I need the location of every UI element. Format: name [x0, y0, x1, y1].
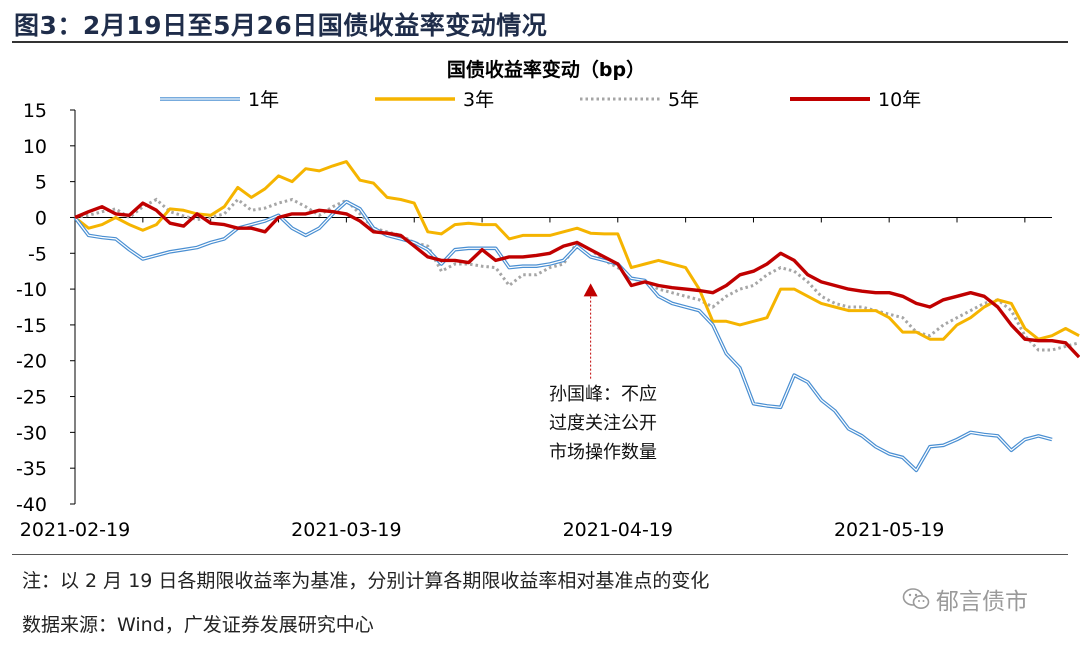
y-tick-label: 0 [35, 207, 47, 229]
series-5年 [74, 197, 1080, 352]
legend-label: 5年 [668, 89, 699, 111]
series-line [74, 197, 1080, 352]
series-3年 [74, 160, 1080, 341]
watermark: 郁言债市 [902, 582, 1028, 616]
x-tick-label: 2021-02-19 [20, 519, 130, 541]
wechat-icon [902, 588, 930, 609]
legend-label: 1年 [248, 89, 279, 111]
y-tick-label: -15 [16, 315, 47, 337]
x-tick-label: 2021-03-19 [291, 519, 401, 541]
legend-label: 3年 [463, 89, 494, 111]
y-tick-label: -30 [16, 422, 47, 444]
legend-label: 10年 [878, 89, 921, 111]
y-tick-label: -5 [28, 243, 47, 265]
legend-item-3年: 3年 [375, 89, 494, 111]
y-tick-label: -10 [16, 279, 47, 301]
series-layer [73, 160, 1080, 473]
footer-divider [12, 554, 1068, 555]
footnote: 注：以 2 月 19 日各期限收益率为基准，分别计算各期限收益率相对基准点的变化 [22, 570, 710, 592]
y-tick-label: -20 [16, 351, 47, 373]
y-tick-label: -25 [16, 387, 47, 409]
legend-item-10年: 10年 [790, 89, 921, 111]
y-tick-label: 5 [35, 172, 47, 194]
data-source: 数据来源：Wind，广发证券发展研究中心 [22, 614, 374, 636]
y-tick-label: 10 [23, 136, 47, 158]
series-10年 [74, 201, 1080, 359]
y-tick-label: -35 [16, 458, 47, 480]
annotation-line: 过度关注公开 [549, 413, 657, 434]
annotation-line: 市场操作数量 [549, 442, 657, 463]
annotation-marker [583, 283, 598, 379]
y-tick-label: 15 [23, 100, 47, 122]
legend: 1年 3年 5年 10年 [160, 89, 921, 111]
legend-item-5年: 5年 [580, 89, 699, 111]
line-chart: 国债收益率变动（bp） 1年 3年 5年 10年 15 10 5 0 -5 -10 -15 -20 -… [16, 58, 1080, 541]
legend-item-1年: 1年 [160, 89, 279, 111]
series-line [74, 160, 1080, 341]
x-tick-label: 2021-05-19 [834, 519, 944, 541]
y-tick-label: -40 [16, 494, 47, 516]
title-divider [12, 41, 1068, 43]
chart-axes: 15 10 5 0 -5 -10 -15 -20 -25 -30 -35 -40 2021-02-19 2… [16, 100, 1052, 541]
annotation-line: 孙国峰：不应 [549, 384, 657, 405]
annotation-arrowhead [583, 283, 598, 297]
x-tick-label: 2021-04-19 [563, 519, 673, 541]
chart-title: 国债收益率变动（bp） [447, 58, 645, 81]
series-line [74, 201, 1080, 359]
annotation-text: 孙国峰：不应 过度关注公开 市场操作数量 [549, 380, 699, 467]
watermark-text: 郁言债市 [936, 589, 1028, 615]
figure-title: 图3：2月19日至5月26日国债收益率变动情况 [14, 11, 548, 40]
